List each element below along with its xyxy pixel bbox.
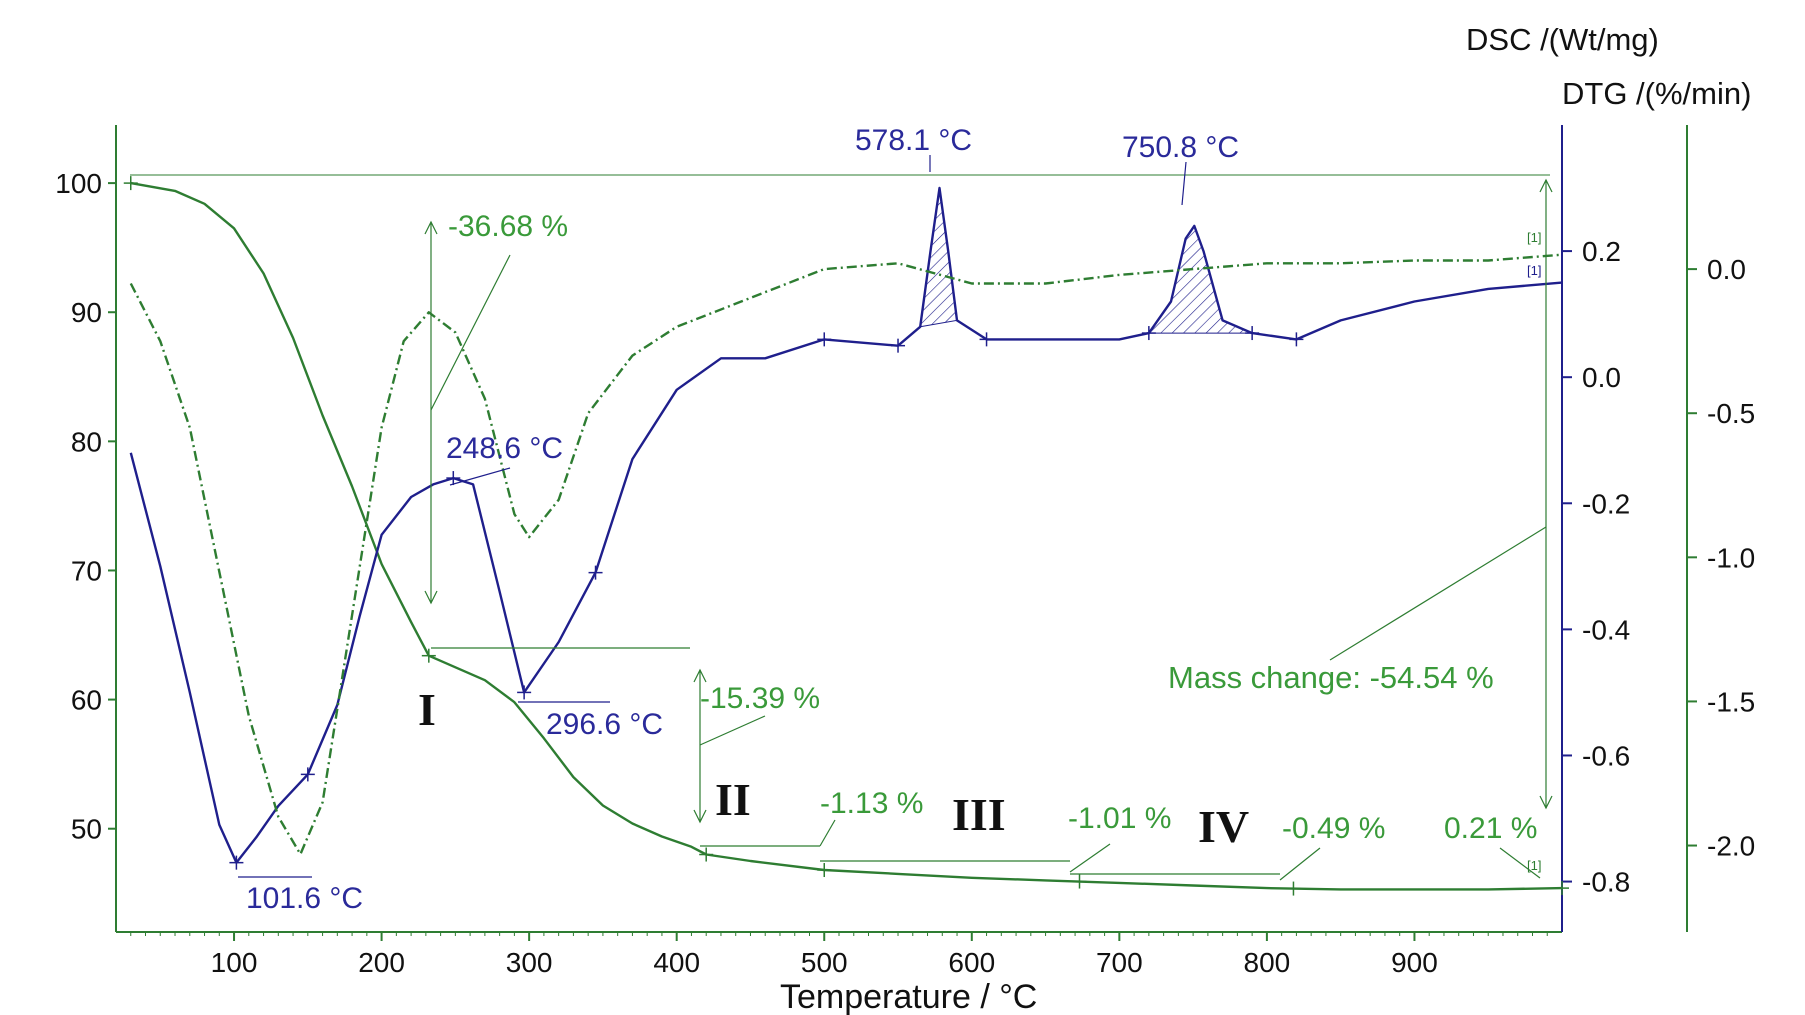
x-tick-label: 200 bbox=[358, 947, 405, 978]
dsc-axis-label: DSC /(Wt/mg) bbox=[1466, 22, 1659, 57]
dsc-tick-label: 0.0 bbox=[1582, 362, 1621, 393]
mass-step-label-4: -1.01 % bbox=[1068, 802, 1171, 835]
x-tick-label: 400 bbox=[653, 947, 700, 978]
x-tick-label: 700 bbox=[1096, 947, 1143, 978]
total-mass-arrowheads bbox=[1539, 178, 1553, 810]
dtg-tick-label: -1.0 bbox=[1707, 542, 1755, 573]
peak-label-248: 248.6 °C bbox=[446, 432, 563, 465]
dtg-axis-label: DTG /(%/min) bbox=[1562, 76, 1751, 111]
dtg-tick-label: -1.5 bbox=[1707, 686, 1755, 717]
mass-step-6-leader bbox=[1499, 847, 1541, 879]
tg-tick-label: 90 bbox=[71, 297, 102, 328]
total-mass-leader bbox=[1329, 526, 1547, 661]
series-dtg-line bbox=[129, 253, 1563, 856]
axes bbox=[115, 125, 1688, 933]
dsc-tick-label: -0.6 bbox=[1582, 740, 1630, 771]
x-tick-label: 800 bbox=[1244, 947, 1291, 978]
mass-step-label-1: -36.68 % bbox=[448, 210, 568, 243]
peak-248-leader bbox=[449, 467, 511, 486]
dtg-tick-label: -2.0 bbox=[1707, 831, 1755, 862]
peak-750-leader bbox=[1181, 161, 1187, 206]
tg-tick-label: 80 bbox=[71, 426, 102, 457]
annotation-lines bbox=[238, 155, 1553, 881]
series-dsc-line bbox=[129, 186, 1563, 864]
mass-step-4-leader bbox=[1069, 843, 1111, 873]
mass-change-label: Mass change: -54.54 % bbox=[1168, 660, 1494, 695]
mass-step-label-2: -15.39 % bbox=[700, 682, 820, 715]
tg-tick-label: 70 bbox=[71, 555, 102, 586]
peak-label-101: 101.6 °C bbox=[246, 882, 363, 915]
x-tick-label: 600 bbox=[948, 947, 995, 978]
mass-step-label-6: 0.21 % bbox=[1444, 812, 1537, 845]
x-tick-label: 900 bbox=[1391, 947, 1438, 978]
stage-label-I: I bbox=[418, 684, 436, 735]
tick-layer: 100 200 300 400 500 600 700 800 900 50 60 70 80 90 100… bbox=[55, 168, 1755, 978]
dsc-tick-label: 0.2 bbox=[1582, 236, 1621, 267]
mass-step-1-leader bbox=[430, 254, 511, 411]
dsc-tick-label: -0.8 bbox=[1582, 867, 1630, 898]
peak-label-750: 750.8 °C bbox=[1122, 131, 1239, 164]
dsc-peak-area-1 bbox=[919, 187, 958, 328]
stage-label-IV: IV bbox=[1198, 801, 1249, 852]
series-layer bbox=[123, 176, 1569, 896]
mass-step-3-leader bbox=[819, 819, 836, 847]
stage-label-II: II bbox=[715, 774, 751, 825]
peak-label-296: 296.6 °C bbox=[546, 708, 663, 741]
tg-tick-label: 100 bbox=[55, 168, 102, 199]
dtg-tick-label: 0.0 bbox=[1707, 254, 1746, 285]
tg-tick-label: 50 bbox=[71, 814, 102, 845]
tg-tick-label: 60 bbox=[71, 685, 102, 716]
dsc-tick-label: -0.4 bbox=[1582, 614, 1630, 645]
mass-step-2-arrowheads bbox=[693, 668, 707, 824]
curve-tag-tg: [1] bbox=[1527, 858, 1541, 873]
curve-tag-dtg: [1] bbox=[1527, 230, 1541, 245]
mass-step-label-3: -1.13 % bbox=[820, 787, 923, 820]
dsc-peak-areas bbox=[919, 187, 1253, 334]
x-tick-label: 300 bbox=[506, 947, 553, 978]
curve-tag-dsc: [1] bbox=[1527, 263, 1541, 278]
x-axis-label: Temperature / °C bbox=[780, 978, 1037, 1015]
dsc-tick-label: -0.2 bbox=[1582, 488, 1630, 519]
peak-label-578: 578.1 °C bbox=[855, 124, 972, 157]
stage-label-III: III bbox=[952, 789, 1006, 840]
x-tick-label: 100 bbox=[211, 947, 258, 978]
x-tick-label: 500 bbox=[801, 947, 848, 978]
mass-step-1-arrowheads bbox=[424, 220, 438, 605]
mass-step-2-leader bbox=[699, 715, 766, 746]
dtg-tick-label: -0.5 bbox=[1707, 398, 1755, 429]
mass-step-label-5: -0.49 % bbox=[1282, 812, 1385, 845]
mass-step-5-leader bbox=[1279, 847, 1321, 881]
series-tg-line bbox=[130, 181, 1563, 891]
